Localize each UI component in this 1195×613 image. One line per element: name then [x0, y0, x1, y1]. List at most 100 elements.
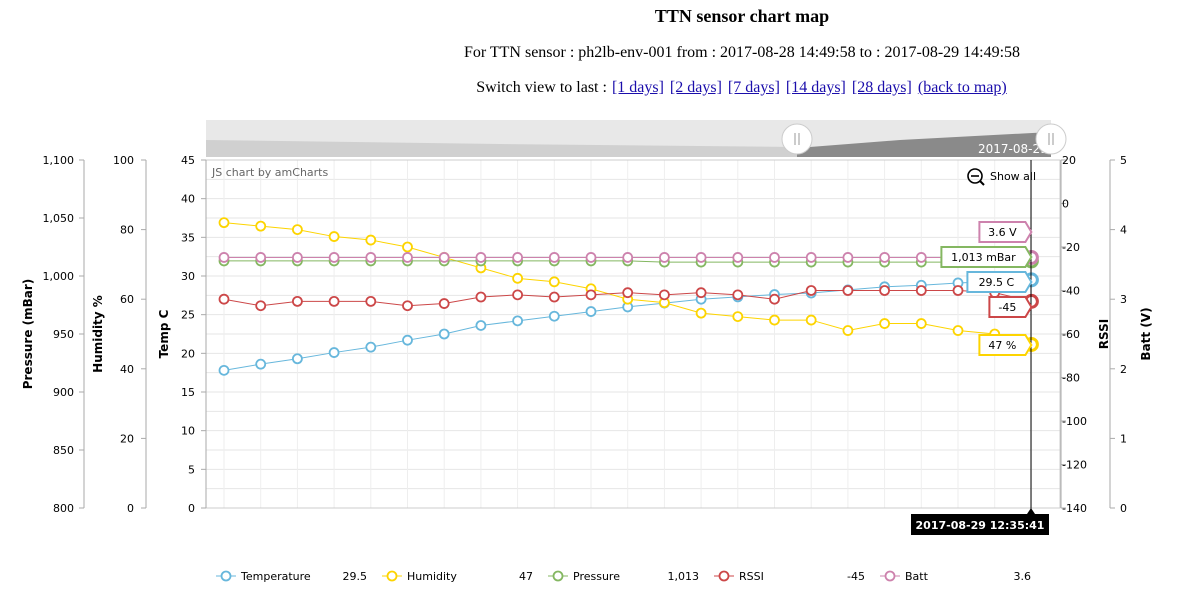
batt-point[interactable] [438, 252, 450, 263]
scrollbar-handle-right[interactable] [1035, 123, 1067, 155]
rssi-point[interactable] [879, 285, 890, 296]
batt-point[interactable] [402, 252, 413, 263]
rssi-point[interactable] [952, 285, 964, 296]
humidity-point[interactable] [915, 318, 927, 329]
temperature-point[interactable] [475, 320, 487, 331]
rssi-point[interactable] [402, 300, 413, 312]
legend-item-humidity[interactable]: Humidity 47 [382, 570, 533, 583]
temperature-point[interactable] [365, 341, 377, 353]
rssi-point[interactable] [365, 295, 377, 307]
rssi-point[interactable] [622, 287, 634, 299]
temperature-point[interactable] [585, 306, 597, 317]
temperature-point[interactable] [548, 310, 560, 322]
show-all-label[interactable]: Show all [990, 170, 1036, 183]
link-2-days[interactable]: [2 days] [669, 79, 722, 96]
rssi-point[interactable] [769, 293, 780, 305]
zoom-out-icon[interactable] [967, 168, 983, 184]
batt-point[interactable] [695, 252, 707, 263]
rssi-point[interactable] [915, 285, 927, 296]
humidity-point[interactable] [695, 307, 707, 319]
legend-label[interactable]: Temperature [240, 570, 311, 583]
rssi-point[interactable] [548, 291, 560, 303]
batt-point[interactable] [548, 252, 560, 263]
link-7-days[interactable]: [7 days] [727, 79, 780, 96]
batt-point[interactable] [769, 252, 780, 263]
rssi-point[interactable] [805, 285, 817, 296]
batt-point[interactable] [842, 252, 854, 263]
rssi-point[interactable] [732, 289, 744, 301]
temperature-point[interactable] [402, 334, 413, 346]
batt-point[interactable] [255, 252, 267, 263]
humidity-point[interactable] [805, 314, 817, 326]
rssi-point[interactable] [585, 289, 597, 301]
humidity-point[interactable] [879, 318, 890, 329]
humidity-point[interactable] [291, 224, 303, 236]
batt-point[interactable] [328, 252, 340, 263]
legend-item-pressure[interactable]: Pressure 1,013 [548, 570, 699, 583]
batt-point[interactable] [585, 252, 597, 263]
legend-marker[interactable] [552, 570, 564, 582]
link-1-days[interactable]: [1 days] [611, 79, 664, 96]
legend-label[interactable]: Humidity [407, 570, 457, 583]
humidity-point[interactable] [952, 325, 964, 336]
pressure-balloon: 1,013 mBar [940, 246, 1033, 268]
legend-label[interactable]: Batt [905, 570, 929, 583]
rssi-point[interactable] [255, 300, 267, 312]
temperature-point[interactable] [328, 347, 340, 358]
legend-marker[interactable] [220, 570, 232, 582]
cursor-date-label: 2017-08-29 12:35:41 [916, 519, 1045, 532]
legend-item-batt[interactable]: Batt 3.6 [880, 570, 1031, 583]
humidity-point[interactable] [255, 220, 267, 232]
batt-point[interactable] [218, 252, 230, 263]
link-back-to-map[interactable]: (back to map) [917, 79, 1007, 96]
batt-point[interactable] [732, 252, 744, 263]
legend-label[interactable]: Pressure [573, 570, 620, 583]
rssi-point[interactable] [475, 291, 487, 303]
show-all-button[interactable]: Show all [967, 168, 1036, 186]
humidity-point[interactable] [732, 311, 744, 323]
pressure-tick-label: 800 [53, 502, 74, 515]
rssi-point[interactable] [842, 285, 854, 296]
legend-marker[interactable] [884, 570, 896, 582]
temperature-point[interactable] [255, 358, 267, 370]
humidity-point[interactable] [328, 231, 340, 242]
rssi-point[interactable] [438, 298, 450, 309]
humidity-point[interactable] [769, 314, 780, 326]
temperature-point[interactable] [291, 353, 303, 365]
temperature-point[interactable] [438, 328, 450, 340]
humidity-point[interactable] [548, 276, 560, 288]
legend-marker[interactable] [386, 570, 398, 582]
batt-point[interactable] [805, 252, 817, 263]
batt-point[interactable] [915, 252, 927, 263]
batt-point[interactable] [475, 252, 487, 263]
chart-legend[interactable]: Temperature 29.5 Humidity 47 Pressure 1,013 RS… [216, 570, 1031, 583]
humidity-point[interactable] [842, 325, 854, 336]
temperature-point[interactable] [512, 315, 523, 327]
rssi-point[interactable] [328, 295, 340, 307]
batt-point[interactable] [879, 252, 890, 263]
batt-point[interactable] [365, 252, 377, 263]
temperature-point[interactable] [218, 364, 230, 376]
link-14-days[interactable]: [14 days] [785, 79, 846, 96]
legend-item-temperature[interactable]: Temperature 29.5 [216, 570, 367, 583]
humidity-point[interactable] [402, 241, 413, 253]
legend-marker[interactable] [718, 570, 730, 582]
batt-point[interactable] [512, 252, 523, 263]
rssi-point[interactable] [695, 287, 707, 299]
scrollbar-handle-left[interactable] [781, 123, 813, 155]
link-28-days[interactable]: [28 days] [851, 79, 912, 96]
batt-point[interactable] [622, 252, 634, 263]
legend-label[interactable]: RSSI [739, 570, 764, 583]
rssi-point[interactable] [512, 289, 523, 301]
humidity-point[interactable] [365, 234, 377, 246]
rssi-point[interactable] [291, 295, 303, 307]
batt-point[interactable] [659, 252, 670, 263]
amcharts-credit[interactable]: JS chart by amCharts [211, 166, 328, 179]
humidity-point[interactable] [512, 272, 523, 284]
humidity-point[interactable] [218, 217, 230, 229]
batt-point[interactable] [291, 252, 303, 263]
rssi-point[interactable] [218, 293, 230, 305]
rssi-point[interactable] [659, 289, 670, 301]
legend-item-rssi[interactable]: RSSI -45 [714, 570, 865, 583]
chart-scrollbar[interactable]: 2017-08-29 11:10: [206, 120, 1090, 157]
